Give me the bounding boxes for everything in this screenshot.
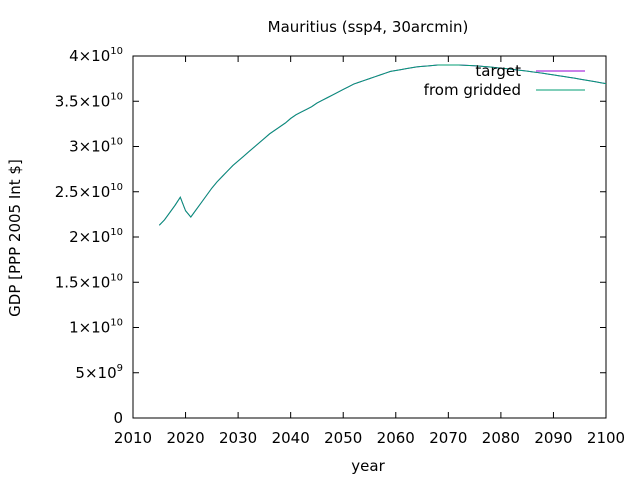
series-line-from-gridded bbox=[158, 64, 607, 226]
x-tick-label: 2090 bbox=[534, 429, 572, 447]
x-axis-label: year bbox=[351, 457, 385, 475]
x-tick-label: 2010 bbox=[114, 429, 152, 447]
y-axis-label: GDP [PPP 2005 Int $] bbox=[6, 159, 24, 317]
x-tick-label: 2020 bbox=[166, 429, 204, 447]
plot-frame bbox=[132, 55, 607, 419]
y-tick-label: 1.5×1010 bbox=[55, 272, 123, 291]
y-tick-label: 0 bbox=[113, 409, 123, 427]
y-tick-label: 2×1010 bbox=[69, 227, 123, 246]
chart-title: Mauritius (ssp4, 30arcmin) bbox=[268, 18, 469, 36]
y-axis: 0 5×109 1×1010 1.5×1010 2×1010 2.5×1010 3×1010… bbox=[55, 46, 606, 427]
series-line-target bbox=[158, 64, 607, 226]
y-tick-label: 3.5×1010 bbox=[55, 91, 123, 110]
x-tick-label: 2060 bbox=[377, 429, 415, 447]
legend: target from gridded bbox=[424, 62, 585, 99]
y-tick-label: 4×1010 bbox=[69, 46, 123, 65]
y-tick-label: 2.5×1010 bbox=[55, 182, 123, 201]
x-tick-label: 2030 bbox=[219, 429, 257, 447]
legend-label-from-gridded: from gridded bbox=[424, 81, 521, 99]
y-tick-label: 1×1010 bbox=[69, 318, 123, 337]
legend-label-target: target bbox=[475, 62, 521, 80]
y-tick-label: 5×109 bbox=[75, 363, 123, 382]
x-tick-label: 2080 bbox=[482, 429, 520, 447]
x-tick-label: 2070 bbox=[429, 429, 467, 447]
x-tick-label: 2050 bbox=[324, 429, 362, 447]
x-axis: 2010 2020 2030 2040 2050 2060 2070 2080 2090 2100 bbox=[114, 56, 625, 447]
x-tick-label: 2100 bbox=[587, 429, 625, 447]
y-tick-label: 3×1010 bbox=[69, 137, 123, 156]
x-tick-label: 2040 bbox=[272, 429, 310, 447]
series-lines bbox=[158, 64, 607, 226]
